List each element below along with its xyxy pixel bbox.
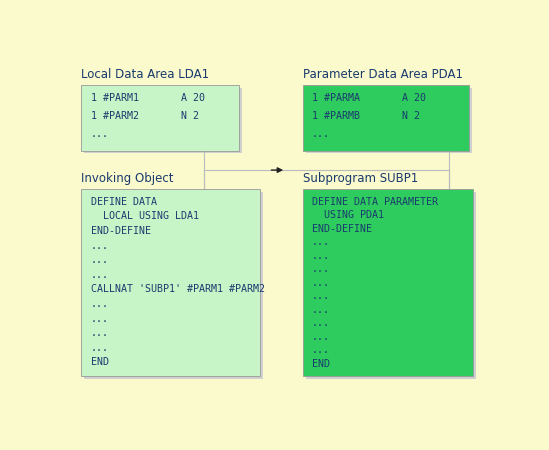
Bar — [302, 85, 469, 151]
Text: ...: ... — [91, 241, 109, 251]
Text: Invoking Object: Invoking Object — [81, 172, 174, 185]
Text: USING PDA1: USING PDA1 — [312, 210, 384, 220]
Text: ...: ... — [91, 328, 109, 338]
Text: ...: ... — [312, 237, 330, 247]
Text: ...: ... — [312, 129, 330, 139]
Text: 1 #PARM1       A 20: 1 #PARM1 A 20 — [91, 93, 205, 103]
Text: ...: ... — [312, 332, 330, 342]
Text: ...: ... — [312, 264, 330, 274]
Text: LOCAL USING LDA1: LOCAL USING LDA1 — [91, 212, 199, 221]
Text: DEFINE DATA PARAMETER: DEFINE DATA PARAMETER — [312, 197, 438, 207]
Bar — [81, 85, 239, 151]
Text: Subprogram SUBP1: Subprogram SUBP1 — [302, 172, 418, 185]
Bar — [85, 192, 263, 378]
Text: Local Data Area LDA1: Local Data Area LDA1 — [81, 68, 210, 81]
Text: ...: ... — [91, 314, 109, 324]
Text: CALLNAT 'SUBP1' #PARM1 #PARM2: CALLNAT 'SUBP1' #PARM1 #PARM2 — [91, 284, 265, 294]
Text: ...: ... — [312, 318, 330, 328]
Text: ...: ... — [91, 255, 109, 265]
Text: ...: ... — [91, 343, 109, 353]
Text: ...: ... — [91, 270, 109, 280]
Text: ...: ... — [91, 129, 109, 139]
Text: ...: ... — [312, 345, 330, 355]
Text: ...: ... — [312, 305, 330, 315]
Text: ...: ... — [312, 278, 330, 288]
Text: 1 #PARMA       A 20: 1 #PARMA A 20 — [312, 93, 426, 103]
Bar — [306, 192, 476, 378]
Bar — [85, 88, 242, 153]
Bar — [81, 189, 260, 376]
Text: Parameter Data Area PDA1: Parameter Data Area PDA1 — [302, 68, 463, 81]
Text: ...: ... — [312, 251, 330, 261]
Text: 1 #PARMB       N 2: 1 #PARMB N 2 — [312, 111, 420, 121]
Text: END: END — [91, 357, 109, 368]
Bar — [302, 189, 473, 376]
Text: END-DEFINE: END-DEFINE — [312, 224, 372, 234]
Text: END-DEFINE: END-DEFINE — [91, 226, 151, 236]
Text: 1 #PARM2       N 2: 1 #PARM2 N 2 — [91, 111, 199, 121]
Text: END: END — [312, 359, 330, 369]
Bar — [306, 88, 472, 153]
Text: DEFINE DATA: DEFINE DATA — [91, 197, 157, 207]
Text: ...: ... — [312, 291, 330, 301]
Text: ...: ... — [91, 299, 109, 309]
